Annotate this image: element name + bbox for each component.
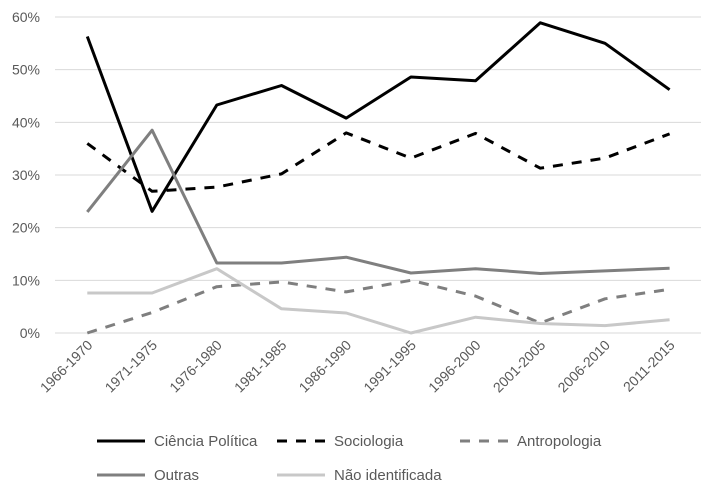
legend-label: Antropologia bbox=[517, 433, 602, 450]
legend-item: Ciência Política bbox=[97, 433, 258, 450]
x-tick-label: 1991-1995 bbox=[360, 337, 419, 396]
legend-item: Antropologia bbox=[460, 433, 602, 450]
x-tick-label: 1976-1980 bbox=[166, 337, 225, 396]
series-line bbox=[86, 278, 670, 335]
x-tick-label: 2011-2015 bbox=[620, 337, 678, 395]
legend-label: Ciência Política bbox=[154, 433, 258, 450]
x-tick-label: 1966-1970 bbox=[37, 337, 96, 396]
series-line bbox=[87, 267, 670, 335]
y-tick-label: 0% bbox=[20, 325, 40, 341]
x-tick-label: 2001-2005 bbox=[490, 337, 549, 396]
y-axis-tick-labels: 0% 10% 20% 30% 40% 50% 60% bbox=[12, 9, 40, 341]
series-line bbox=[86, 128, 670, 275]
x-tick-label: 1971-1975 bbox=[102, 337, 161, 396]
x-axis-tick-labels: 1966-1970 1971-1975 1976-1980 1981-1985 1986… bbox=[37, 337, 678, 396]
y-tick-label: 60% bbox=[12, 9, 40, 25]
legend-label: Sociologia bbox=[334, 433, 404, 450]
y-tick-label: 40% bbox=[12, 114, 40, 130]
legend-item: Outras bbox=[97, 467, 199, 484]
legend-item: Não identificada bbox=[277, 467, 442, 484]
y-tick-label: 50% bbox=[12, 62, 40, 78]
legend-label: Outras bbox=[154, 467, 199, 484]
x-tick-label: 1996-2000 bbox=[425, 337, 484, 396]
gridlines bbox=[55, 16, 701, 281]
x-tick-label: 1981-1985 bbox=[231, 337, 290, 396]
legend-label: Não identificada bbox=[334, 467, 442, 484]
series-line bbox=[85, 21, 671, 213]
series-line bbox=[86, 131, 671, 193]
legend-item: Sociologia bbox=[277, 433, 404, 450]
y-tick-label: 10% bbox=[12, 272, 40, 288]
x-tick-label: 1986-1990 bbox=[296, 337, 355, 396]
series-lines bbox=[85, 21, 671, 335]
x-tick-label: 2006-2010 bbox=[554, 337, 613, 396]
y-tick-label: 20% bbox=[12, 220, 40, 236]
y-tick-label: 30% bbox=[12, 167, 40, 183]
legend: Ciência Política Sociologia Antropologia Ou… bbox=[97, 433, 602, 484]
